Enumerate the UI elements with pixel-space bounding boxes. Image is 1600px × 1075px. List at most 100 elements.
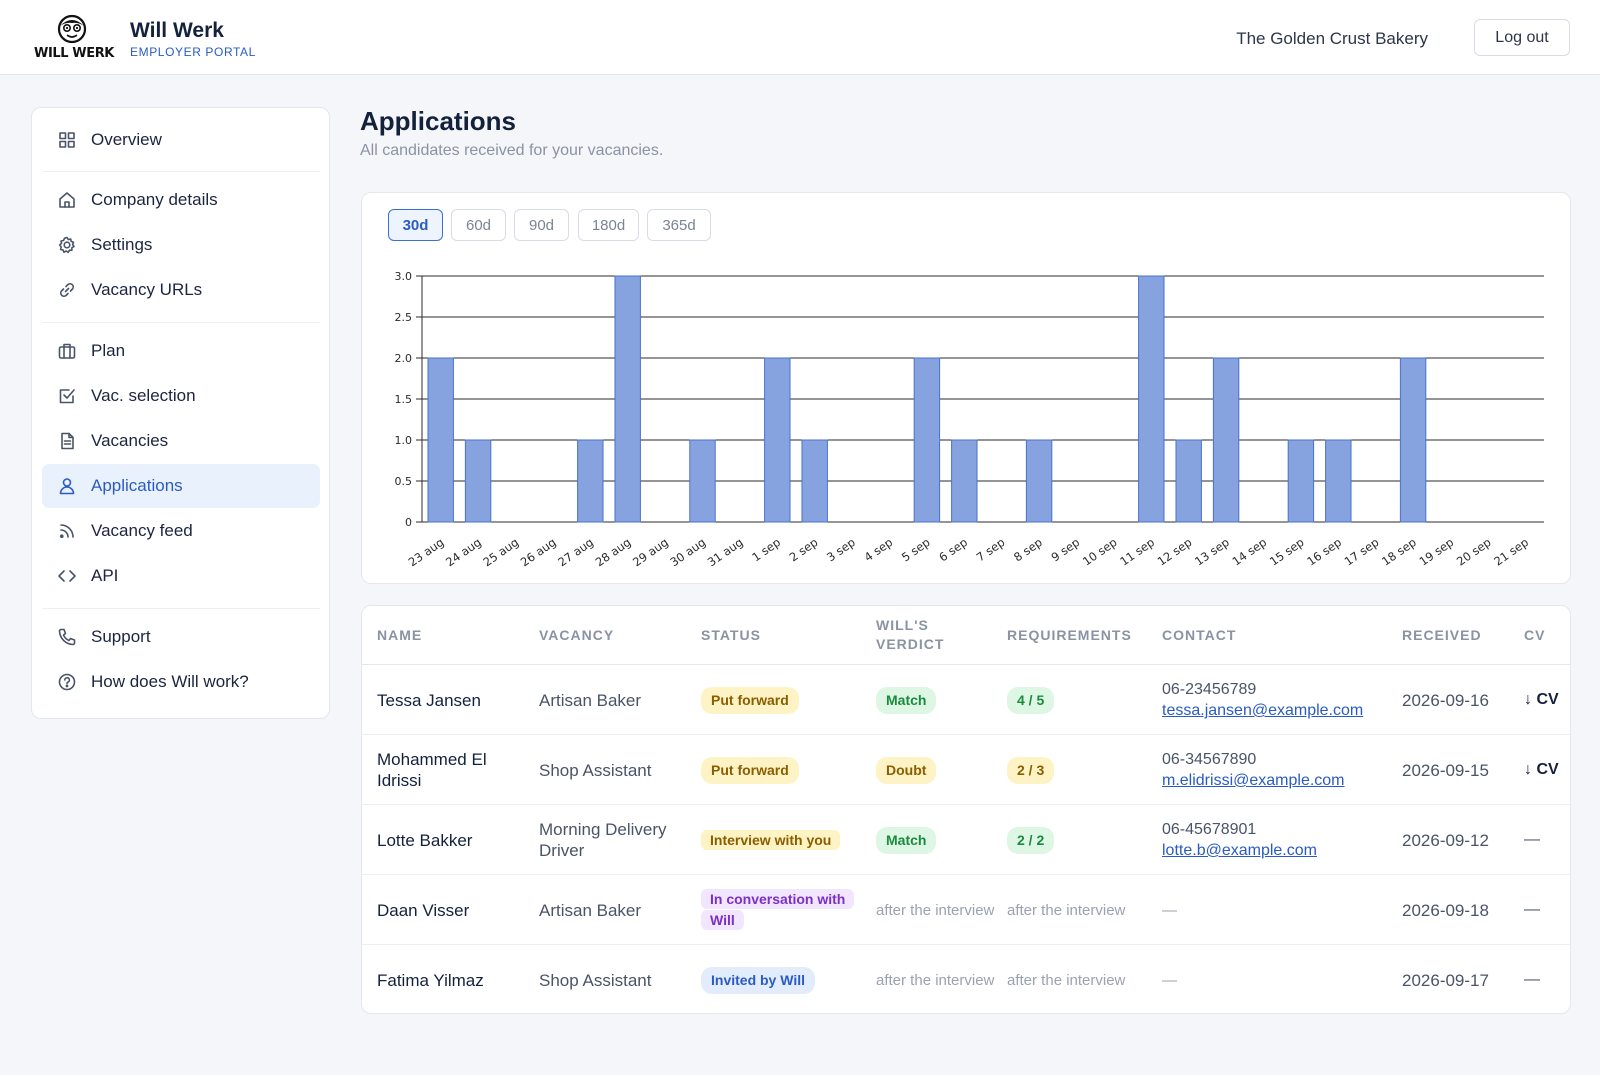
vacancy-name: Artisan Baker	[539, 900, 642, 920]
sidebar-item-vacancy-urls[interactable]: Vacancy URLs	[42, 268, 320, 312]
home-icon	[56, 189, 78, 211]
x-tick-label: 13 sep	[1192, 535, 1232, 569]
sidebar-item-label: Vac. selection	[91, 386, 196, 405]
page-subtitle: All candidates received for your vacanci…	[360, 142, 664, 159]
bar	[1175, 439, 1202, 523]
download-cv-link[interactable]: ↓ CV	[1524, 691, 1559, 708]
x-tick-label: 2 sep	[787, 535, 821, 564]
contact-email-link[interactable]: lotte.b@example.com	[1162, 842, 1317, 859]
applications-chart-card: 30d 60d 90d 180d 365d 0 0.5 1.0 1.5 2.0 2.5 3.…	[361, 192, 1571, 584]
candidate-name: Daan Visser	[377, 900, 470, 920]
column-header-cv[interactable]: CV	[1524, 626, 1546, 643]
bar	[614, 275, 641, 523]
sidebar-item-label: Applications	[91, 476, 183, 495]
sidebar-item-overview[interactable]: Overview	[42, 118, 320, 162]
requirements-badge: 2 / 2	[1007, 826, 1055, 854]
sidebar-item-api[interactable]: API	[42, 554, 320, 598]
candidate-name: Mohammed El Idrissi	[377, 750, 487, 790]
contact-email-link[interactable]: tessa.jansen@example.com	[1162, 702, 1364, 719]
checkbox-icon	[56, 385, 78, 407]
status-badge: In conversation with Will	[701, 889, 855, 930]
x-tick-label: 20 sep	[1454, 535, 1494, 569]
table-row[interactable]: Daan Visser Artisan Baker In conversatio…	[362, 875, 1570, 945]
bar	[1287, 439, 1315, 523]
range-30d-button[interactable]: 30d	[388, 209, 443, 241]
sidebar-item-label: Support	[91, 627, 151, 646]
sidebar-item-support[interactable]: Support	[42, 615, 320, 659]
cv-placeholder: —	[1524, 901, 1540, 918]
y-tick-label: 1.5	[395, 393, 413, 406]
sidebar-item-plan[interactable]: Plan	[42, 329, 320, 373]
sidebar-item-vacancy-feed[interactable]: Vacancy feed	[42, 509, 320, 553]
table-row[interactable]: Tessa Jansen Artisan Baker Put forward M…	[362, 665, 1570, 735]
bar	[764, 357, 791, 523]
sidebar-item-vacancies[interactable]: Vacancies	[42, 419, 320, 463]
gear-icon	[56, 234, 78, 256]
download-cv-link[interactable]: ↓ CV	[1524, 761, 1559, 778]
column-header-status[interactable]: STATUS	[701, 626, 761, 643]
divider	[362, 664, 1570, 665]
contact-cell: —	[1162, 945, 1392, 1013]
x-tick-label: 26 aug	[518, 535, 559, 569]
range-180d-button[interactable]: 180d	[578, 209, 639, 241]
applications-table: NAME VACANCY STATUS WILL'S VERDICT REQUI…	[361, 605, 1571, 1014]
top-bar: WILL WERK Will Werk EMPLOYER PORTAL The …	[0, 0, 1600, 75]
column-header-verdict[interactable]: WILL'S VERDICT	[876, 617, 945, 652]
bar	[1138, 275, 1165, 523]
x-tick-label: 28 aug	[593, 535, 634, 569]
vacancy-name: Morning Delivery Driver	[539, 820, 667, 860]
divider	[42, 171, 320, 172]
received-date: 2026-09-17	[1402, 970, 1489, 990]
contact-cell: 06-45678901 lotte.b@example.com	[1162, 805, 1392, 875]
x-tick-label: 24 aug	[443, 535, 484, 569]
received-date: 2026-09-12	[1402, 830, 1489, 850]
verdict-badge: Match	[876, 686, 937, 714]
y-tick-label: 3.0	[395, 270, 413, 283]
divider	[42, 608, 320, 609]
contact-phone: 06-23456789	[1162, 681, 1257, 698]
x-tick-label: 1 sep	[749, 535, 783, 564]
contact-email-link[interactable]: m.elidrissi@example.com	[1162, 772, 1345, 789]
contact-phone: 06-34567890	[1162, 751, 1257, 768]
table-row[interactable]: Lotte Bakker Morning Delivery Driver Int…	[362, 805, 1570, 875]
sidebar-item-label: Settings	[91, 235, 153, 254]
range-365d-button[interactable]: 365d	[647, 209, 711, 241]
document-icon	[56, 430, 78, 452]
x-tick-label: 30 aug	[667, 535, 708, 569]
user-icon	[56, 475, 78, 497]
column-header-received[interactable]: RECEIVED	[1402, 626, 1482, 643]
range-90d-button[interactable]: 90d	[514, 209, 569, 241]
range-60d-button[interactable]: 60d	[451, 209, 506, 241]
column-header-requirements[interactable]: REQUIREMENTS	[1007, 626, 1132, 643]
will-werk-logo[interactable]: WILL WERK	[30, 14, 118, 62]
x-tick-label: 7 sep	[974, 535, 1008, 564]
sidebar-item-label: Plan	[91, 341, 126, 360]
sidebar-item-applications[interactable]: Applications	[42, 464, 320, 508]
table-row[interactable]: Mohammed El Idrissi Shop Assistant Put f…	[362, 735, 1570, 805]
bar	[577, 439, 604, 523]
contact-cell: —	[1162, 875, 1392, 945]
x-tick-label: 15 sep	[1267, 535, 1307, 569]
contact-phone: 06-45678901	[1162, 821, 1257, 838]
x-tick-label: 8 sep	[1011, 535, 1045, 564]
sidebar-item-label: API	[91, 566, 119, 585]
sidebar-item-company-details[interactable]: Company details	[42, 178, 320, 222]
column-header-name[interactable]: NAME	[377, 626, 423, 643]
sidebar-item-label: Company details	[91, 190, 218, 209]
column-header-contact[interactable]: CONTACT	[1162, 626, 1237, 643]
sidebar-item-vac-selection[interactable]: Vac. selection	[42, 374, 320, 418]
x-tick-label: 10 sep	[1080, 535, 1120, 569]
logout-button[interactable]: Log out	[1474, 19, 1570, 56]
sidebar-item-how-does-will-work[interactable]: How does Will work?	[42, 660, 320, 704]
y-tick-label: 0.5	[395, 475, 413, 488]
vacancy-name: Shop Assistant	[539, 760, 652, 780]
column-header-vacancy[interactable]: VACANCY	[539, 626, 615, 643]
sidebar-item-settings[interactable]: Settings	[42, 223, 320, 267]
requirements-pending: after the interview	[1007, 971, 1126, 989]
bar	[464, 439, 492, 523]
table-row[interactable]: Fatima Yilmaz Shop Assistant Invited by …	[362, 945, 1570, 1013]
bar	[913, 357, 941, 523]
code-icon	[56, 565, 78, 587]
bar	[689, 439, 716, 523]
